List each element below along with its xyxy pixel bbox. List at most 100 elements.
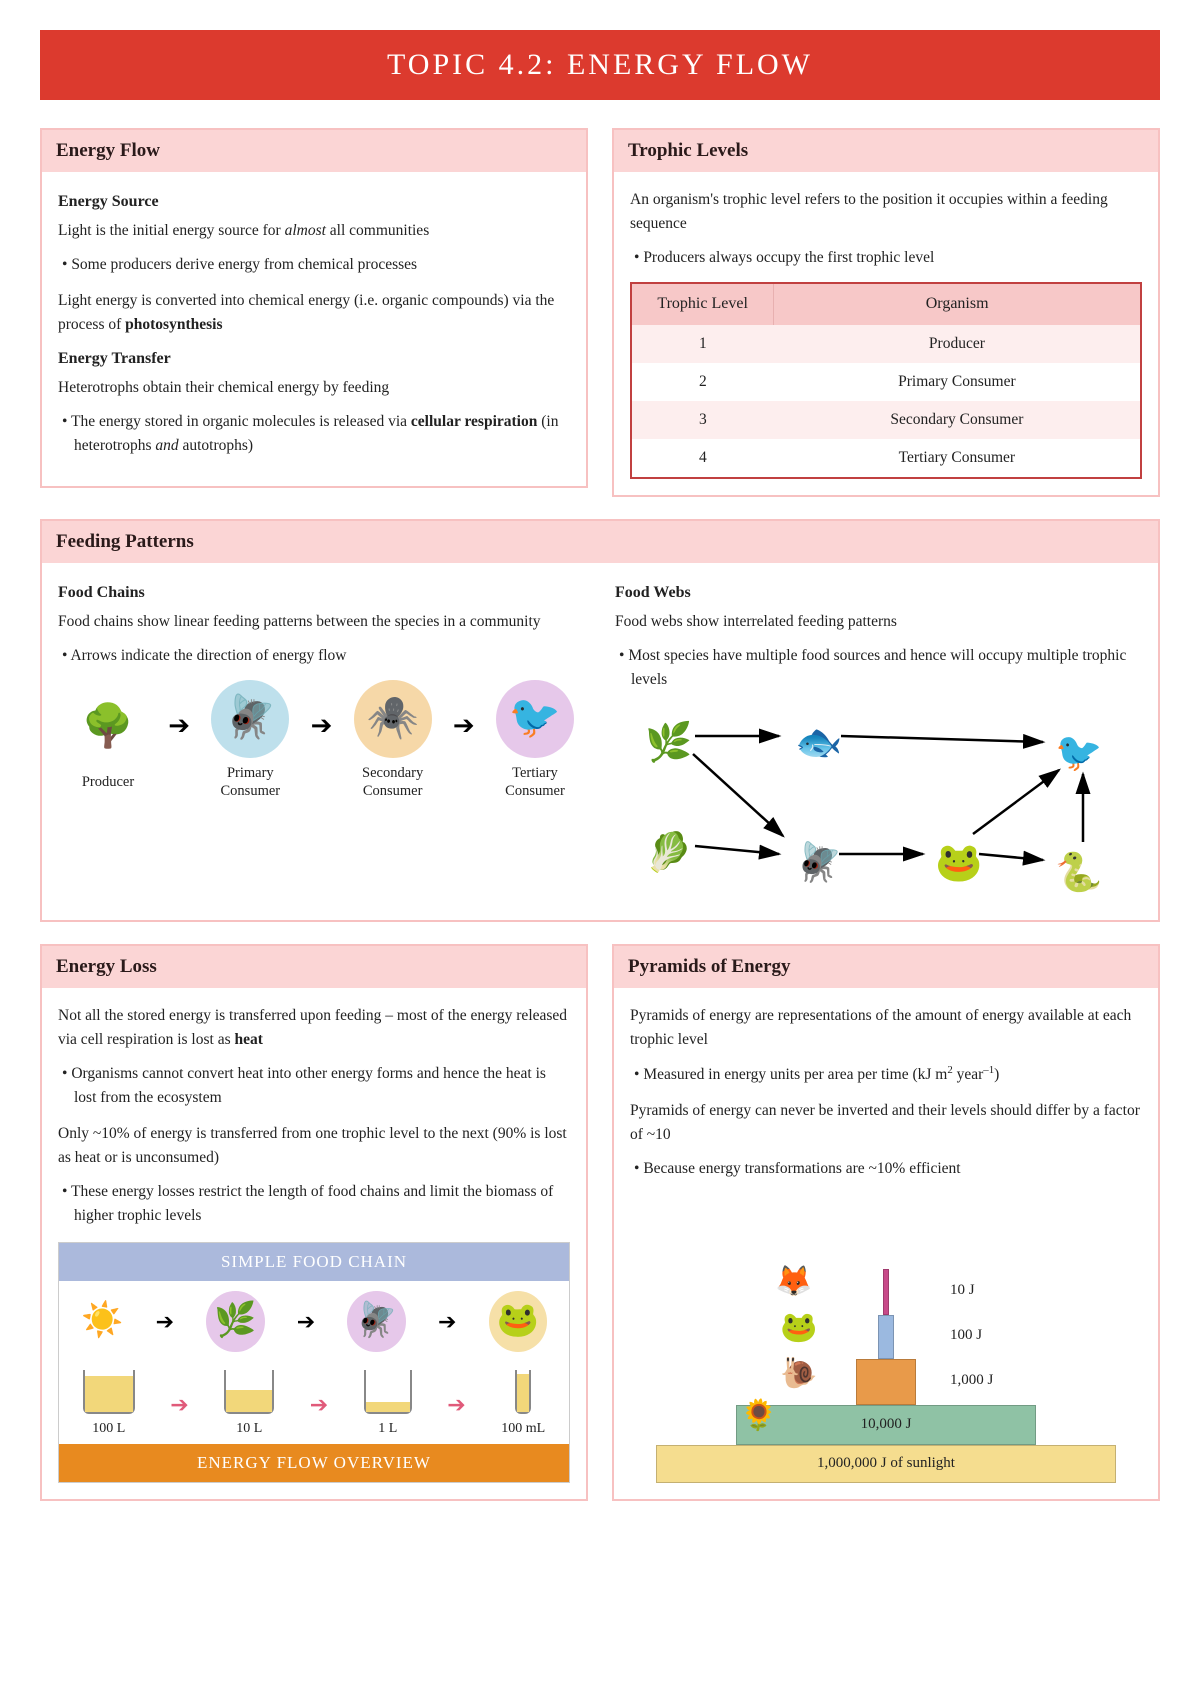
card-header: Feeding Patterns — [42, 521, 1158, 563]
beaker: 100 L — [83, 1370, 135, 1440]
food-chain-item: 🐦TertiaryConsumer — [485, 680, 585, 800]
food-chain-item: 🕷️ SecondaryConsumer — [343, 680, 443, 800]
cell-level: 2 — [631, 363, 774, 401]
text: Food webs show interrelated feeding patt… — [615, 610, 1142, 634]
cell-organism: Primary Consumer — [774, 363, 1141, 401]
arrow-icon: ➔ — [453, 706, 475, 746]
arrow-icon: ➔ — [438, 1305, 456, 1339]
cell-level: 1 — [631, 325, 774, 363]
text: Pyramids of energy are representations o… — [630, 1004, 1142, 1052]
table-row: 4Tertiary Consumer — [631, 439, 1141, 478]
row-3: Energy Loss Not all the stored energy is… — [40, 944, 1160, 1501]
energy-loss-diagram: SIMPLE FOOD CHAIN ☀️ ➔ 🌿 ➔ 🪰 ➔ 🐸 100 L ➔ 10 L ➔ 1 … — [58, 1242, 570, 1483]
chain-icon: 🌿 — [206, 1291, 264, 1352]
table-header: Trophic Level — [631, 283, 774, 325]
organism-label: Producer — [82, 773, 134, 791]
energy-pyramid-diagram: 1,000,000 J of sunlight10,000 J1,000 J10… — [630, 1193, 1142, 1483]
cell-level: 3 — [631, 401, 774, 439]
card-pyramids: Pyramids of Energy Pyramids of energy ar… — [612, 944, 1160, 1501]
organism-label: PrimaryConsumer — [221, 764, 281, 800]
cell-organism: Producer — [774, 325, 1141, 363]
subheading: Food Webs — [615, 581, 1142, 606]
arrow-icon: ➔ — [156, 1305, 174, 1339]
food-chain-item: 🪰 PrimaryConsumer — [200, 680, 300, 800]
bullet: Producers always occupy the first trophi… — [646, 246, 1142, 270]
row-1: Energy Flow Energy Source Light is the i… — [40, 128, 1160, 497]
arrow-icon: ➔ — [170, 1388, 188, 1422]
cell-organism: Secondary Consumer — [774, 401, 1141, 439]
bullet: Some producers derive energy from chemic… — [74, 253, 570, 277]
text: Light is the initial energy source for a… — [58, 219, 570, 243]
cell-organism: Tertiary Consumer — [774, 439, 1141, 478]
organism-label: TertiaryConsumer — [505, 764, 565, 800]
card-body: Not all the stored energy is transferred… — [42, 988, 586, 1499]
card-body: Energy Source Light is the initial energ… — [42, 172, 586, 486]
beaker-label: 100 mL — [501, 1418, 545, 1440]
card-header: Energy Loss — [42, 946, 586, 988]
organism-label: SecondaryConsumer — [362, 764, 423, 800]
text: Not all the stored energy is transferred… — [58, 1004, 570, 1052]
beaker-label: 100 L — [92, 1418, 125, 1440]
subheading: Food Chains — [58, 581, 585, 606]
text: Heterotrophs obtain their chemical energ… — [58, 376, 570, 400]
chain-icon: 🪰 — [347, 1291, 405, 1352]
arrow-icon: ➔ — [168, 706, 190, 746]
card-body: Food Chains Food chains show linear feed… — [42, 563, 1158, 920]
pyramid-level — [856, 1359, 916, 1405]
chain-icon: ☀️ — [81, 1295, 123, 1348]
text: Pyramids of energy can never be inverted… — [630, 1099, 1142, 1147]
web-node-fly: 🪰 — [795, 834, 842, 893]
cell-level: 4 — [631, 439, 774, 478]
card-energy-flow: Energy Flow Energy Source Light is the i… — [40, 128, 588, 488]
pyramid-organism-icon: 🌻 — [740, 1393, 777, 1440]
diagram-banner: SIMPLE FOOD CHAIN — [59, 1243, 569, 1281]
organism-icon: 🪰 — [211, 680, 289, 758]
bullet: The energy stored in organic molecules i… — [74, 410, 570, 458]
trophic-table: Trophic Level Organism 1Producer2Primary… — [630, 282, 1142, 479]
pyramid-level: 10,000 J — [736, 1405, 1036, 1445]
web-node-plant: 🥬 — [645, 824, 692, 883]
web-node-snake: 🐍 — [1055, 844, 1102, 903]
arrow-icon: ➔ — [447, 1388, 465, 1422]
card-feeding-patterns: Feeding Patterns Food Chains Food chains… — [40, 519, 1160, 922]
bullet: Arrows indicate the direction of energy … — [74, 644, 585, 668]
food-web-diagram: 🌿🥬🐟🪰🐸🐦🐍 — [615, 704, 1142, 904]
pyramid-label: 100 J — [950, 1324, 982, 1347]
text: An organism's trophic level refers to th… — [630, 188, 1142, 236]
beaker-label: 1 L — [378, 1418, 397, 1440]
bullet: Most species have multiple food sources … — [631, 644, 1142, 692]
chain-icon: 🐸 — [489, 1291, 547, 1352]
card-header: Trophic Levels — [614, 130, 1158, 172]
text: Only ~10% of energy is transferred from … — [58, 1122, 570, 1170]
organism-icon: 🕷️ — [354, 680, 432, 758]
beaker-label: 10 L — [236, 1418, 262, 1440]
organism-icon: 🌳 — [69, 689, 147, 767]
bullet: Organisms cannot convert heat into other… — [74, 1062, 570, 1110]
table-header: Organism — [774, 283, 1141, 325]
food-chain-item: 🌳 Producer — [58, 689, 158, 791]
card-header: Pyramids of Energy — [614, 946, 1158, 988]
beaker: 1 L — [364, 1370, 412, 1440]
bullet: Measured in energy units per area per ti… — [646, 1062, 1142, 1087]
card-body: An organism's trophic level refers to th… — [614, 172, 1158, 495]
web-node-fish: 🐟 — [795, 714, 842, 773]
diagram-banner: ENERGY FLOW OVERVIEW — [59, 1444, 569, 1482]
bullet: Because energy transformations are ~10% … — [646, 1157, 1142, 1181]
table-row: 3Secondary Consumer — [631, 401, 1141, 439]
pyramid-organism-icon: 🦊 — [775, 1259, 812, 1306]
food-chain-diagram: 🌳 Producer ➔ 🪰 PrimaryConsumer ➔ 🕷️ SecondaryCo… — [58, 680, 585, 800]
table-row: 1Producer — [631, 325, 1141, 363]
pyramid-label: 10 J — [950, 1279, 975, 1302]
pyramid-organism-icon: 🐸 — [780, 1305, 817, 1352]
card-body: Pyramids of energy are representations o… — [614, 988, 1158, 1499]
beaker: 10 L — [224, 1370, 274, 1440]
arrow-icon: ➔ — [311, 706, 333, 746]
pyramid-level — [883, 1269, 889, 1315]
arrow-icon: ➔ — [310, 1388, 328, 1422]
pyramid-level — [878, 1315, 894, 1359]
pyramid-organism-icon: 🐌 — [780, 1351, 817, 1398]
web-node-kingfisher: 🐦 — [1055, 724, 1102, 783]
text: Light energy is converted into chemical … — [58, 289, 570, 337]
subheading: Energy Transfer — [58, 347, 570, 372]
arrow-icon: ➔ — [297, 1305, 315, 1339]
